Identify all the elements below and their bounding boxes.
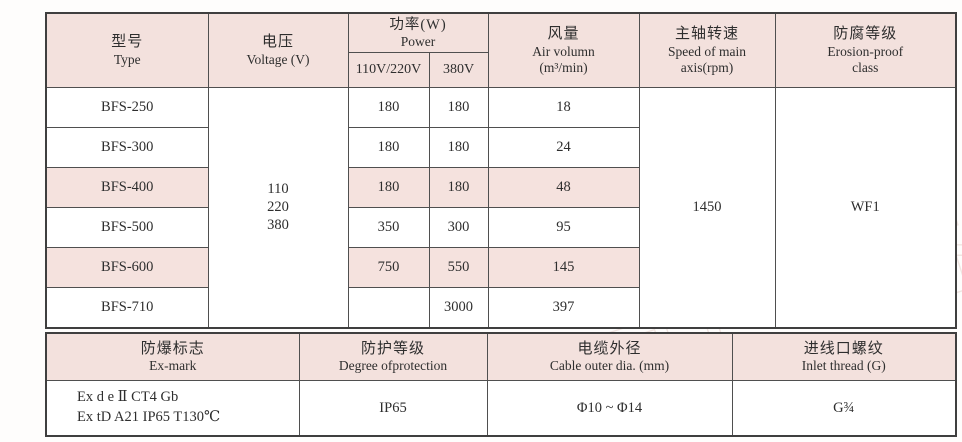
- col-subheader-110v-220v: 110V/220V: [347, 52, 430, 89]
- col-header-speed-en1: Speed of main: [668, 43, 746, 59]
- table-row: BFS-600 750 550 145: [45, 247, 956, 289]
- cell-power-110-220: 180: [347, 87, 430, 129]
- col-header-exmark-en: Ex-mark: [149, 358, 197, 374]
- col-header-speed: 主轴转速 Speed of main axis(rpm): [638, 12, 776, 89]
- cell-cable-value: Φ10 ~ Φ14: [486, 380, 733, 437]
- col-header-airvolume-en: Air volumn: [532, 43, 595, 59]
- cell-air-volume: 95: [487, 207, 640, 249]
- col-header-power: 功率(W) Power: [347, 12, 489, 54]
- cell-air-volume: 397: [487, 287, 640, 329]
- cell-type: BFS-400: [45, 167, 209, 209]
- col-header-voltage-zh: 电压: [261, 34, 294, 51]
- exproof-table: 防爆标志 Ex-mark 防护等级 Degree ofprotection 电缆…: [45, 332, 957, 437]
- col-header-degree-en: Degree ofprotection: [338, 358, 448, 374]
- cell-erosion-value: WF1: [774, 87, 957, 329]
- col-header-type-en: Type: [113, 51, 141, 67]
- cell-speed-value: 1450: [638, 87, 776, 329]
- cell-type: BFS-500: [45, 207, 209, 249]
- table-row: BFS-500 350 300 95: [45, 207, 956, 249]
- col-header-erosion-en2: class: [852, 60, 879, 76]
- cell-type: BFS-710: [45, 287, 209, 329]
- cell-power-380: 180: [428, 127, 489, 169]
- col-header-airvolume-unit: (m³/min): [539, 60, 588, 76]
- cell-air-volume: 48: [487, 167, 640, 209]
- cell-power-380: 550: [428, 247, 489, 289]
- col-header-degree-zh: 防护等级: [360, 340, 425, 357]
- cell-power-380: 3000: [428, 287, 489, 329]
- col-header-exmark: 防爆标志 Ex-mark: [45, 332, 300, 381]
- cell-type: BFS-600: [45, 247, 209, 289]
- col-header-power-zh: 功率(W): [389, 17, 447, 33]
- col-header-type: 型号 Type: [45, 12, 209, 89]
- exmark-line2: Ex tD A21 IP65 T130℃: [77, 409, 221, 425]
- voltage-value: 220: [267, 198, 289, 215]
- col-header-power-en: Power: [400, 34, 436, 50]
- col-header-inlet: 进线口螺纹 Inlet thread (G): [731, 332, 957, 381]
- col-header-voltage-en: Voltage (V): [246, 51, 310, 67]
- col-subheader-380v: 380V: [428, 52, 489, 89]
- cell-voltage-values: 110 220 380: [207, 87, 349, 329]
- spec-table: 型号 Type 电压 Voltage (V) 功率(W) Power 风量 Ai…: [45, 12, 957, 330]
- col-header-type-zh: 型号: [111, 34, 144, 51]
- col-header-inlet-zh: 进线口螺纹: [803, 340, 884, 357]
- col-header-erosion-en1: Erosion-proof: [827, 43, 904, 59]
- exmark-line1: Ex d e Ⅱ CT4 Gb: [77, 389, 179, 406]
- cell-power-380: 300: [428, 207, 489, 249]
- col-header-voltage: 电压 Voltage (V): [207, 12, 349, 89]
- cell-power-110-220: 180: [347, 167, 430, 209]
- col-header-speed-zh: 主轴转速: [674, 26, 739, 43]
- col-header-exmark-zh: 防爆标志: [140, 340, 205, 357]
- cell-power-110-220: 750: [347, 247, 430, 289]
- col-header-airvolume-zh: 风量: [547, 26, 580, 43]
- col-header-cable-en: Cable outer dia. (mm): [549, 358, 670, 374]
- cell-power-110-220: 350: [347, 207, 430, 249]
- cell-power-110-220-na: [347, 287, 430, 329]
- cell-type: BFS-250: [45, 87, 209, 129]
- cell-power-110-220: 180: [347, 127, 430, 169]
- col-header-speed-en2: axis(rpm): [680, 60, 734, 76]
- cell-power-380: 180: [428, 167, 489, 209]
- cell-air-volume: 18: [487, 87, 640, 129]
- table-row: BFS-300 180 180 24: [45, 127, 956, 169]
- col-header-erosion: 防腐等级 Erosion-proof class: [774, 12, 957, 89]
- cell-exmark-value: Ex d e Ⅱ CT4 Gb Ex tD A21 IP65 T130℃: [45, 380, 300, 437]
- table-row: Ex d e Ⅱ CT4 Gb Ex tD A21 IP65 T130℃ IP6…: [45, 380, 957, 437]
- col-header-inlet-en: Inlet thread (G): [801, 358, 886, 374]
- cell-degree-value: IP65: [298, 380, 488, 437]
- cell-power-380: 180: [428, 87, 489, 129]
- col-header-erosion-zh: 防腐等级: [833, 26, 898, 43]
- cell-inlet-value: G¾: [731, 380, 957, 437]
- table-row: BFS-710 3000 397: [45, 287, 956, 329]
- col-header-cable-zh: 电缆外径: [577, 340, 642, 357]
- voltage-value: 380: [267, 216, 289, 233]
- cell-air-volume: 24: [487, 127, 640, 169]
- voltage-value: 110: [267, 181, 289, 198]
- cell-air-volume: 145: [487, 247, 640, 289]
- col-header-cable: 电缆外径 Cable outer dia. (mm): [486, 332, 733, 381]
- table-row: BFS-250 110 220 380 180 180 18 1450 WF1: [45, 87, 957, 329]
- col-header-degree: 防护等级 Degree ofprotection: [298, 332, 488, 381]
- table-row: BFS-400 180 180 48: [45, 167, 956, 209]
- cell-type: BFS-300: [45, 127, 209, 169]
- col-header-airvolume: 风量 Air volumn (m³/min): [487, 12, 640, 89]
